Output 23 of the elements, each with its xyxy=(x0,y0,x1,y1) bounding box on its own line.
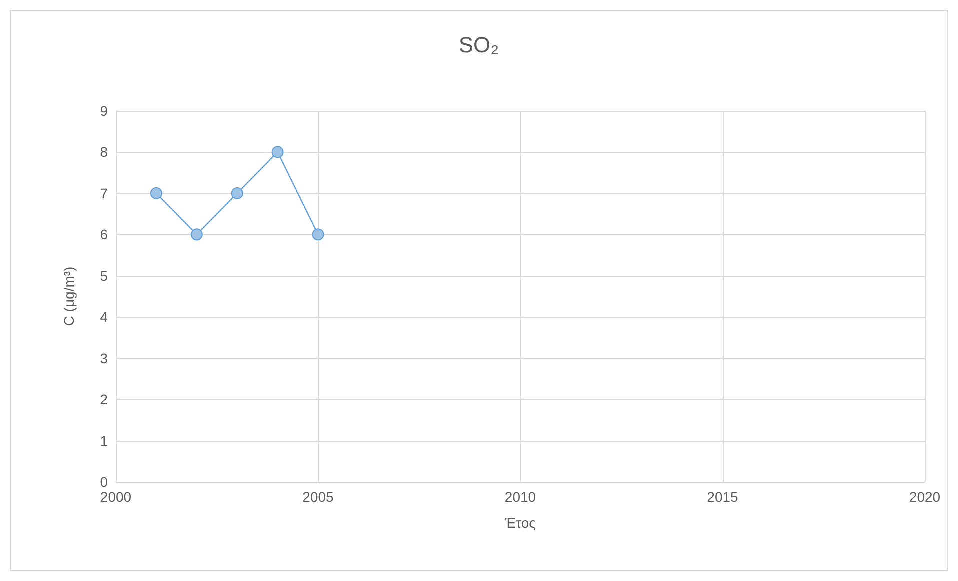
y-tick-label: 8 xyxy=(100,144,108,160)
x-tick-label: 2015 xyxy=(707,489,739,505)
y-tick-label: 7 xyxy=(100,185,108,202)
y-tick-label: 4 xyxy=(100,309,108,326)
x-axis-title: Έτος xyxy=(504,515,536,531)
point xyxy=(150,187,162,200)
y-axis-title: C (μg/m³) xyxy=(61,266,77,326)
point xyxy=(272,146,284,158)
y-tick-label: 9 xyxy=(100,103,108,119)
point xyxy=(190,228,203,241)
y-tick-label: 6 xyxy=(100,226,108,243)
y-tick-label: 3 xyxy=(100,350,108,366)
y-tick-label: 0 xyxy=(100,474,108,490)
chart-title: SO₂ xyxy=(458,32,500,58)
y-tick-label: 2 xyxy=(100,392,108,408)
x-tick-label: 2020 xyxy=(909,489,941,505)
point xyxy=(312,228,324,241)
y-tick-label: 5 xyxy=(100,268,108,284)
y-tick-label: 1 xyxy=(100,432,108,449)
point xyxy=(231,187,244,200)
x-tick-label: 2010 xyxy=(504,489,536,505)
x-tick-label: 2005 xyxy=(302,489,334,505)
x-tick-label: 2000 xyxy=(100,489,132,505)
